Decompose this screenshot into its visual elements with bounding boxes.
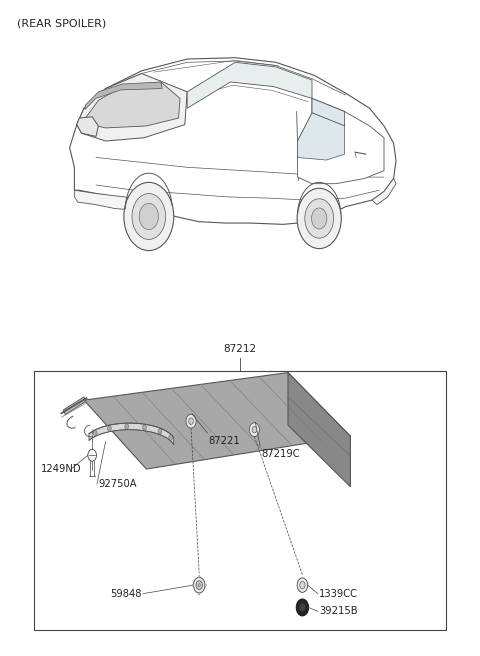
Circle shape [158, 429, 162, 434]
Circle shape [250, 423, 259, 437]
Circle shape [296, 599, 309, 616]
Polygon shape [89, 423, 174, 445]
Text: 1249ND: 1249ND [41, 464, 82, 474]
Polygon shape [298, 113, 345, 160]
Text: 87221: 87221 [209, 436, 240, 446]
Polygon shape [77, 73, 187, 141]
Circle shape [125, 424, 129, 429]
Polygon shape [312, 98, 345, 126]
Circle shape [198, 592, 200, 595]
Circle shape [93, 430, 97, 436]
Polygon shape [77, 117, 98, 136]
Circle shape [108, 426, 111, 431]
Circle shape [139, 203, 158, 230]
Circle shape [124, 182, 174, 251]
Circle shape [88, 449, 96, 461]
Polygon shape [85, 82, 180, 128]
Text: 59848: 59848 [110, 588, 142, 599]
Text: 39215B: 39215B [319, 606, 358, 617]
Circle shape [143, 425, 146, 430]
Polygon shape [372, 178, 396, 205]
Polygon shape [70, 58, 396, 224]
Text: 92750A: 92750A [98, 479, 137, 489]
Circle shape [198, 575, 200, 578]
Polygon shape [74, 190, 134, 210]
Circle shape [198, 584, 200, 586]
Circle shape [186, 415, 196, 428]
Circle shape [297, 578, 308, 592]
Circle shape [132, 194, 166, 239]
Circle shape [299, 603, 306, 612]
Polygon shape [63, 397, 85, 415]
Circle shape [192, 584, 194, 586]
Text: 87212: 87212 [223, 344, 257, 354]
Polygon shape [288, 373, 350, 487]
Circle shape [193, 577, 205, 593]
Polygon shape [84, 373, 350, 469]
Text: 1339CC: 1339CC [319, 588, 358, 599]
Circle shape [297, 188, 341, 249]
Text: 87219C: 87219C [262, 449, 300, 459]
Circle shape [204, 584, 206, 586]
Circle shape [300, 581, 305, 589]
Polygon shape [298, 98, 384, 184]
Circle shape [196, 581, 203, 590]
Circle shape [305, 199, 334, 238]
Circle shape [169, 435, 173, 440]
Polygon shape [187, 62, 312, 108]
Circle shape [312, 208, 327, 229]
Circle shape [189, 418, 193, 424]
Bar [34, 371, 446, 630]
Polygon shape [85, 82, 162, 110]
Circle shape [252, 426, 257, 433]
Text: (REAR SPOILER): (REAR SPOILER) [17, 18, 106, 28]
